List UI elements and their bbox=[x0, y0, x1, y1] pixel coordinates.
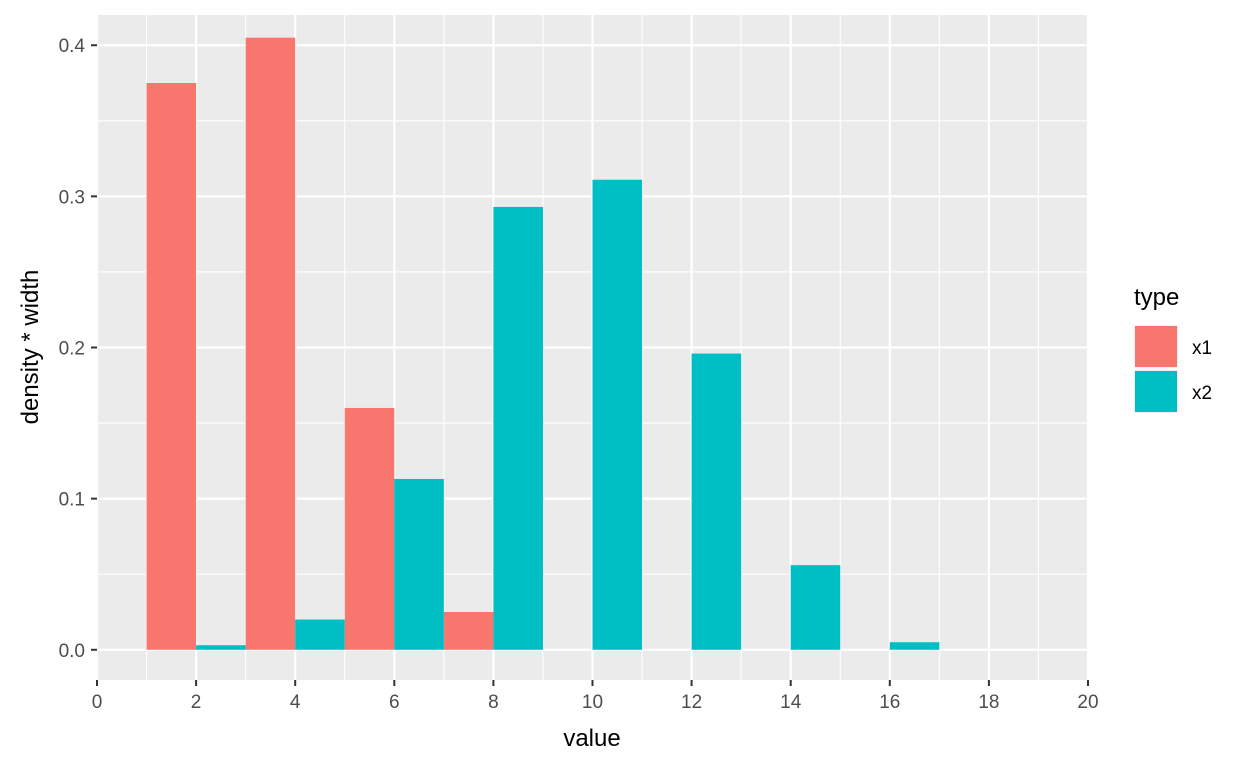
x-tick-label: 16 bbox=[879, 692, 900, 713]
x-axis: 0 2 4 6 8 10 12 14 16 18 20 bbox=[92, 680, 1099, 713]
legend-key-x2 bbox=[1135, 371, 1177, 412]
y-tick-label: 0.4 bbox=[59, 36, 86, 57]
y-tick-label: 0.2 bbox=[59, 339, 85, 360]
y-tick-label: 0.1 bbox=[59, 490, 85, 511]
legend-label-x1: x1 bbox=[1192, 338, 1212, 359]
bar-x1 bbox=[443, 611, 494, 650]
x-tick-label: 20 bbox=[1077, 692, 1098, 713]
legend-title: type bbox=[1134, 284, 1179, 311]
bar-x2 bbox=[889, 642, 940, 650]
bar-x1 bbox=[344, 407, 395, 650]
bar-x2 bbox=[790, 565, 841, 650]
legend: type x1 x2 bbox=[1134, 284, 1212, 413]
bar-x1 bbox=[245, 37, 296, 650]
x-tick-label: 4 bbox=[290, 692, 301, 713]
x-tick-label: 14 bbox=[780, 692, 802, 713]
bar-x1 bbox=[146, 83, 197, 650]
x-tick-label: 12 bbox=[681, 692, 702, 713]
x-tick-label: 18 bbox=[978, 692, 999, 713]
y-axis-title: density * width bbox=[17, 270, 44, 425]
legend-key-x1 bbox=[1135, 326, 1177, 367]
bar-x2 bbox=[196, 645, 246, 650]
bar-x2 bbox=[295, 619, 345, 650]
x-tick-label: 0 bbox=[92, 692, 103, 713]
x-tick-label: 6 bbox=[389, 692, 400, 713]
bars bbox=[146, 37, 940, 650]
x-tick-label: 8 bbox=[488, 692, 499, 713]
x-axis-title: value bbox=[563, 725, 620, 752]
bar-x2 bbox=[394, 478, 444, 650]
bar-x2 bbox=[592, 179, 643, 650]
bar-x2 bbox=[691, 353, 742, 650]
y-tick-label: 0.3 bbox=[59, 187, 85, 208]
y-tick-label: 0.0 bbox=[59, 641, 85, 662]
legend-label-x2: x2 bbox=[1192, 383, 1212, 404]
x-tick-label: 2 bbox=[191, 692, 202, 713]
x-tick-label: 10 bbox=[582, 692, 603, 713]
bar-x2 bbox=[493, 206, 543, 650]
y-axis: 0.0 0.1 0.2 0.3 0.4 bbox=[59, 36, 97, 662]
